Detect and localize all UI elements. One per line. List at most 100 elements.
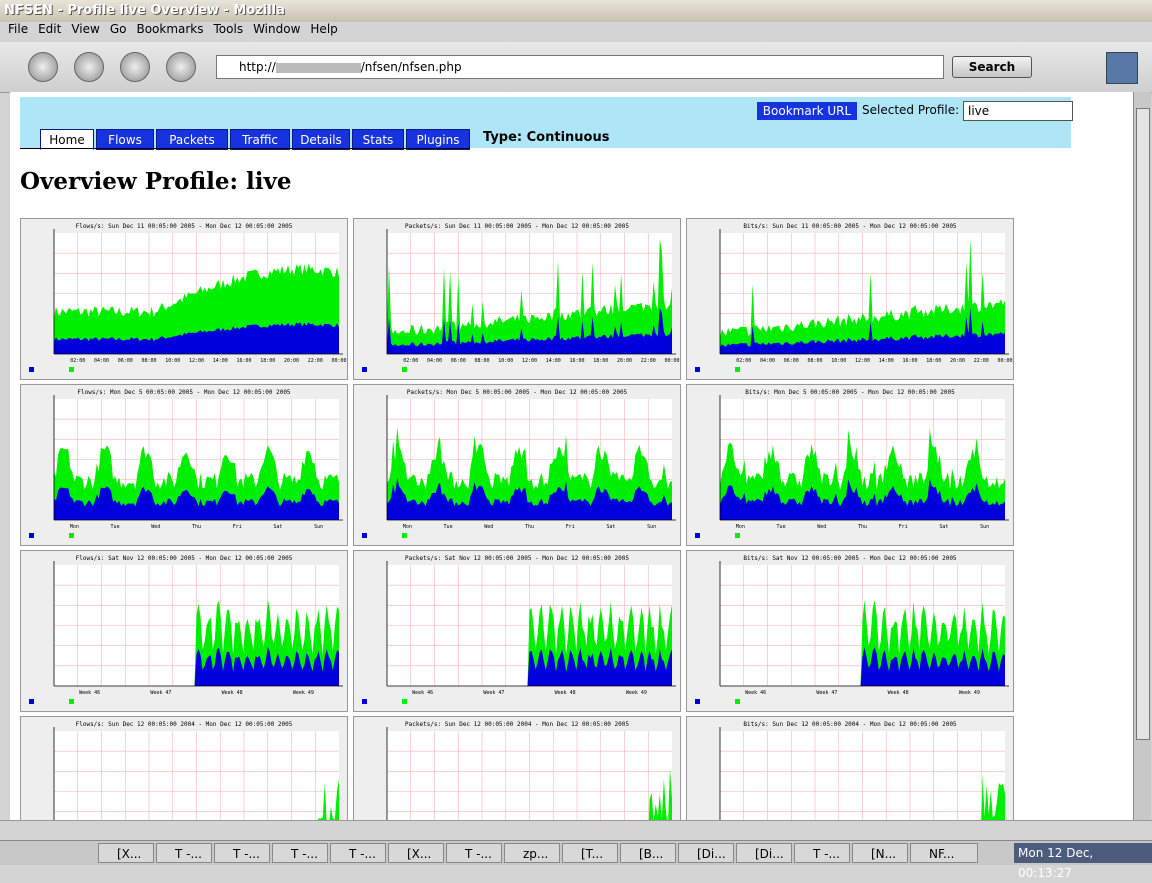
x-label: 00:00 bbox=[997, 358, 1012, 364]
page: Bookmark URL Selected Profile: live Type… bbox=[10, 92, 1133, 820]
x-label: 14:00 bbox=[213, 358, 228, 364]
legend-swatch bbox=[695, 367, 700, 372]
graph: Packets/s: Mon Dec 5 00:05:00 2005 - Mon… bbox=[353, 384, 681, 546]
scrollbar[interactable] bbox=[1133, 92, 1151, 820]
taskbar: Mon 12 Dec, 00:13:27 [X... T -... T -... T -… bbox=[0, 840, 1152, 880]
x-label: 06:00 bbox=[784, 358, 799, 364]
task-item[interactable]: T -... bbox=[330, 843, 386, 863]
task-item[interactable]: [N... bbox=[852, 843, 908, 863]
stop-button[interactable] bbox=[166, 52, 196, 82]
x-label: 12:00 bbox=[522, 358, 537, 364]
graph-title: Flows/s: Sun Dec 11 00:05:00 2005 - Mon … bbox=[76, 223, 293, 230]
traffic-area bbox=[54, 322, 339, 354]
task-item[interactable]: T -... bbox=[446, 843, 502, 863]
menu-item[interactable]: Edit bbox=[38, 22, 62, 36]
search-button[interactable]: Search bbox=[952, 56, 1032, 78]
task-item[interactable]: T -... bbox=[794, 843, 850, 863]
graph-svg: Flows/s: Sun Dec 11 00:05:00 2005 - Mon … bbox=[29, 223, 347, 372]
graph-svg: Packets/s: Sat Nov 12 00:05:00 2005 - Mo… bbox=[362, 555, 676, 704]
traffic-area bbox=[387, 478, 672, 520]
title-bar: NFSEN - Profile live Overview - Mozilla bbox=[0, 0, 1152, 22]
task-item[interactable]: NF... bbox=[910, 843, 978, 863]
graph-svg: Flows/s: Mon Dec 5 00:05:00 2005 - Mon D… bbox=[29, 389, 343, 538]
task-item[interactable]: T -... bbox=[214, 843, 270, 863]
task-item[interactable]: zp... bbox=[504, 843, 560, 863]
traffic-area bbox=[720, 307, 1005, 354]
forward-button[interactable] bbox=[74, 52, 104, 82]
legend-swatch bbox=[735, 533, 740, 538]
x-label: Sun bbox=[980, 524, 989, 530]
graph: Flows/s: Sun Dec 11 00:05:00 2005 - Mon … bbox=[20, 218, 348, 380]
toolbar: http:// /nfsen/nfsen.php Search bbox=[0, 42, 1152, 93]
x-label: Week 46 bbox=[79, 690, 100, 696]
tab[interactable]: Packets bbox=[156, 129, 228, 150]
x-label: 02:00 bbox=[403, 358, 418, 364]
mozilla-logo bbox=[1106, 52, 1138, 84]
graph: Bits/s: Sat Nov 12 00:05:00 2005 - Mon D… bbox=[686, 550, 1014, 712]
window-title: NFSEN - Profile live Overview - Mozilla bbox=[4, 3, 285, 18]
x-label: Wed bbox=[484, 524, 493, 530]
x-label: Tue bbox=[444, 524, 453, 530]
x-label: Wed bbox=[817, 524, 826, 530]
task-item[interactable]: [X... bbox=[98, 843, 154, 863]
graph-title: Packets/s: Mon Dec 5 00:05:00 2005 - Mon… bbox=[407, 389, 628, 396]
task-item[interactable]: [X... bbox=[388, 843, 444, 863]
scroll-thumb[interactable] bbox=[1136, 108, 1150, 740]
traffic-area bbox=[387, 647, 672, 686]
task-item[interactable]: T -... bbox=[272, 843, 328, 863]
tab[interactable]: Traffic bbox=[230, 129, 290, 150]
tab[interactable]: Flows bbox=[96, 129, 154, 150]
tab[interactable]: Plugins bbox=[406, 129, 470, 150]
x-label: Thu bbox=[525, 524, 534, 530]
menu-item[interactable]: Tools bbox=[213, 22, 244, 36]
legend-swatch bbox=[69, 533, 74, 538]
x-label: Week 47 bbox=[150, 690, 171, 696]
x-label: 18:00 bbox=[260, 358, 275, 364]
tab[interactable]: Home bbox=[40, 129, 94, 150]
profile-select[interactable]: live bbox=[963, 101, 1073, 121]
reload-button[interactable] bbox=[120, 52, 150, 82]
menu-item[interactable]: Window bbox=[253, 22, 301, 36]
task-item[interactable]: T -... bbox=[156, 843, 212, 863]
menu-item[interactable]: Help bbox=[310, 22, 338, 36]
x-label: 08:00 bbox=[807, 358, 822, 364]
legend-swatch bbox=[69, 699, 74, 704]
profile-value: live bbox=[968, 104, 990, 118]
tab[interactable]: Details bbox=[292, 129, 350, 150]
graph: Packets/s: Sat Nov 12 00:05:00 2005 - Mo… bbox=[353, 550, 681, 712]
x-label: Week 47 bbox=[483, 690, 504, 696]
tab[interactable]: Stats bbox=[352, 129, 404, 150]
url-path: /nfsen/nfsen.php bbox=[360, 60, 462, 74]
graph-title: Flows/s: Sun Dec 12 00:05:00 2004 - Mon … bbox=[76, 721, 293, 728]
menu-item[interactable]: Go bbox=[109, 22, 127, 36]
legend-swatch bbox=[735, 367, 740, 372]
nav-bar: Bookmark URL Selected Profile: live Type… bbox=[20, 97, 1073, 150]
task-item[interactable]: [T... bbox=[562, 843, 618, 863]
x-label: Mon bbox=[403, 524, 412, 530]
x-label: Sun bbox=[647, 524, 656, 530]
x-label: Week 48 bbox=[888, 690, 909, 696]
menu-item[interactable]: View bbox=[71, 22, 100, 36]
task-item[interactable]: [B... bbox=[620, 843, 676, 863]
bookmark-button[interactable]: Bookmark URL bbox=[757, 102, 857, 120]
traffic-area bbox=[317, 779, 339, 820]
graph-title: Bits/s: Sat Nov 12 00:05:00 2005 - Mon D… bbox=[743, 555, 957, 562]
menu-item[interactable]: File bbox=[8, 22, 29, 36]
menu-bar: File Edit View Go Bookmarks Tools Window Help bbox=[0, 22, 1152, 42]
graph-title: Packets/s: Sun Dec 11 00:05:00 2005 - Mo… bbox=[405, 223, 629, 230]
task-item[interactable]: [Di... bbox=[678, 843, 734, 863]
x-label: 16:00 bbox=[902, 358, 917, 364]
x-label: 20:00 bbox=[617, 358, 632, 364]
x-label: 10:00 bbox=[498, 358, 513, 364]
back-button[interactable] bbox=[28, 52, 58, 82]
x-label: Sat bbox=[939, 524, 948, 530]
x-label: Week 49 bbox=[959, 690, 980, 696]
url-bar[interactable]: http:// /nfsen/nfsen.php bbox=[216, 55, 944, 79]
task-item[interactable]: [Di... bbox=[736, 843, 792, 863]
graph-svg: Bits/s: Mon Dec 5 00:05:00 2005 - Mon De… bbox=[695, 389, 1009, 538]
x-label: 18:00 bbox=[926, 358, 941, 364]
traffic-area bbox=[981, 774, 1005, 820]
menu-item[interactable]: Bookmarks bbox=[136, 22, 204, 36]
x-label: 02:00 bbox=[736, 358, 751, 364]
